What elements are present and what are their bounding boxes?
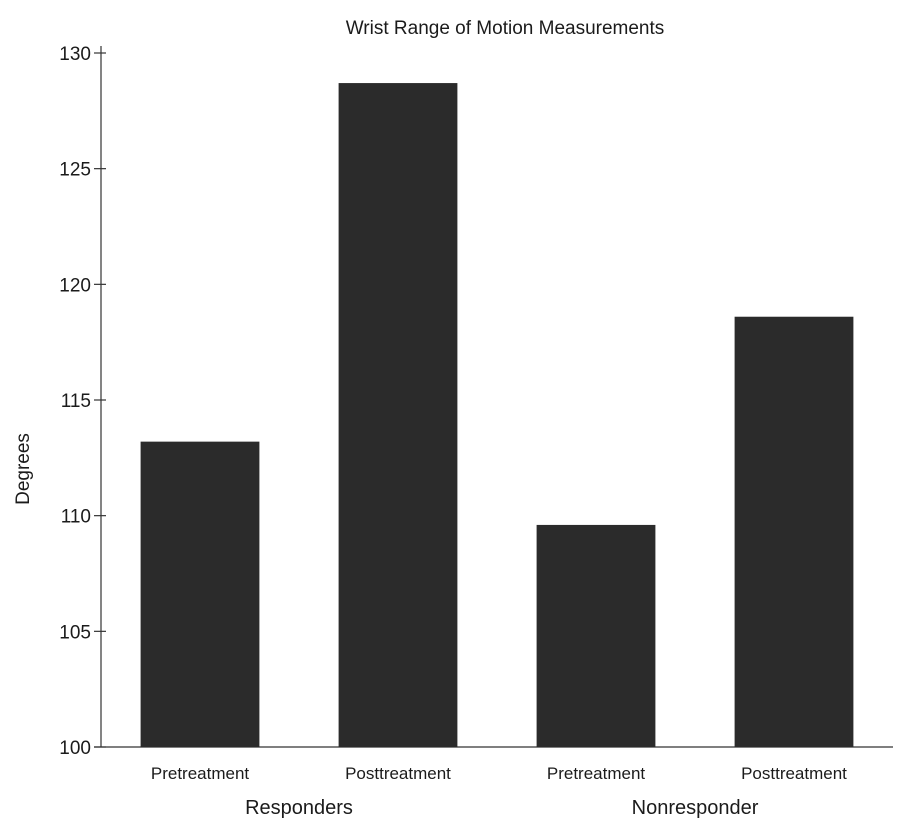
x-tick-label: Posttreatment bbox=[345, 764, 451, 783]
y-tick-label: 100 bbox=[59, 738, 91, 759]
y-axis-ticks: 100 105 110 115 120 125 130 bbox=[59, 44, 106, 759]
y-tick-label: 115 bbox=[61, 391, 91, 412]
bar bbox=[536, 524, 656, 747]
y-tick-label: 120 bbox=[59, 275, 91, 296]
bar bbox=[338, 83, 458, 747]
x-tick-label: Posttreatment bbox=[741, 764, 847, 783]
category-labels: Pretreatment Posttreatment Pretreatment Pos… bbox=[151, 764, 847, 783]
y-axis-label: Degrees bbox=[13, 433, 34, 505]
group-label: Responders bbox=[245, 797, 353, 819]
group-labels: Responders Nonresponder bbox=[245, 797, 759, 819]
chart-title: Wrist Range of Motion Measurements bbox=[346, 18, 665, 39]
y-tick-label: 125 bbox=[59, 160, 91, 181]
bars-group bbox=[140, 83, 854, 747]
y-tick-label: 105 bbox=[59, 622, 91, 643]
group-label: Nonresponder bbox=[632, 797, 759, 819]
bar bbox=[734, 316, 854, 747]
y-tick-label: 130 bbox=[59, 44, 91, 65]
bar bbox=[140, 441, 260, 747]
y-tick-label: 110 bbox=[61, 507, 91, 528]
x-tick-label: Pretreatment bbox=[151, 764, 250, 783]
x-tick-label: Pretreatment bbox=[547, 764, 646, 783]
